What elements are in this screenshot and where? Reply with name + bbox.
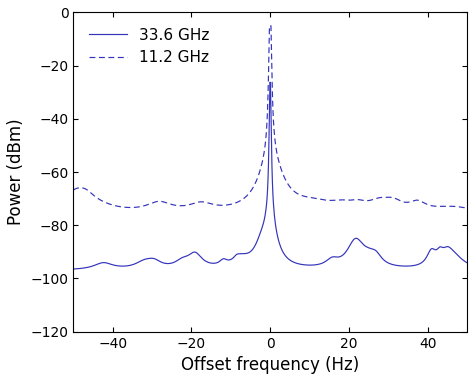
11.2 GHz [370, 197, 375, 202]
Y-axis label: Power (dBm): Power (dBm) [7, 119, 25, 225]
11.2 GHz [71, 188, 76, 192]
X-axis label: Offset frequency (Hz): Offset frequency (Hz) [181, 356, 359, 374]
Legend: 33.6 GHz, 11.2 GHz: 33.6 GHz, 11.2 GHz [81, 20, 217, 73]
33.6 GHz [322, 260, 328, 264]
Line: 33.6 GHz: 33.6 GHz [73, 82, 467, 269]
11.2 GHz [322, 198, 328, 202]
11.2 GHz [300, 194, 305, 198]
11.2 GHz [310, 195, 316, 200]
33.6 GHz [71, 267, 76, 271]
33.6 GHz [300, 262, 305, 267]
11.2 GHz [410, 199, 416, 203]
33.6 GHz [267, 80, 273, 85]
11.2 GHz [464, 206, 470, 210]
11.2 GHz [267, 24, 273, 28]
33.6 GHz [410, 263, 416, 268]
33.6 GHz [370, 247, 375, 251]
33.6 GHz [310, 263, 316, 267]
11.2 GHz [95, 196, 100, 200]
Line: 11.2 GHz: 11.2 GHz [73, 26, 467, 208]
33.6 GHz [95, 262, 100, 266]
33.6 GHz [464, 261, 470, 265]
